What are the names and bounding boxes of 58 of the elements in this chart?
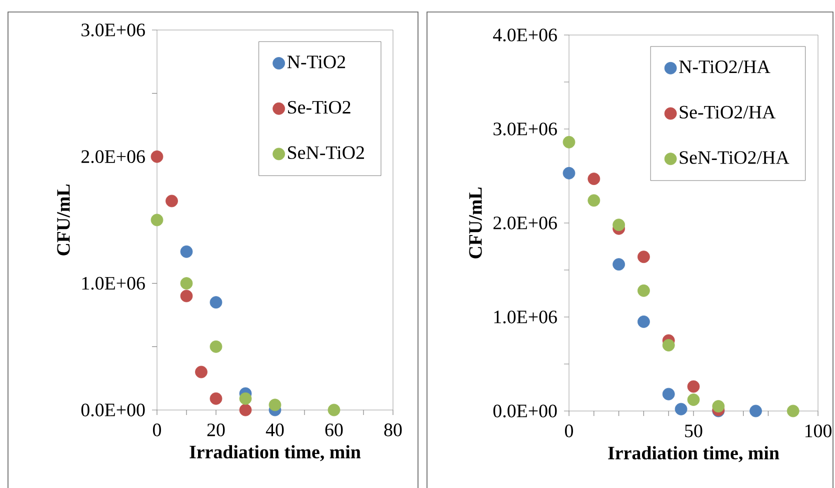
- point: [150, 214, 164, 226]
- y-tick-label: 4.0E+06: [493, 28, 557, 42]
- point: [786, 404, 800, 418]
- y-axis-title: CFU/mL: [57, 184, 70, 256]
- point: [239, 392, 252, 405]
- point: [638, 284, 650, 297]
- point: [662, 339, 675, 352]
- point: [150, 150, 164, 163]
- point: [210, 296, 222, 309]
- x-tick-label: 0: [152, 424, 162, 436]
- point: [328, 404, 340, 416]
- point: [180, 277, 193, 290]
- legend-label: Se-TiO2/HA: [680, 106, 776, 119]
- point: [638, 316, 650, 328]
- y-tick-label: 3.0E+06: [494, 122, 557, 136]
- point: [687, 380, 700, 393]
- point: [210, 392, 222, 405]
- point: [588, 194, 600, 207]
- point: [562, 136, 576, 148]
- point: [662, 388, 675, 400]
- x-tick-label: 40: [266, 424, 284, 436]
- point: [180, 245, 193, 258]
- x-axis-title: Irradiation time, min: [608, 446, 780, 462]
- x-axis-title: Irradiation time, min: [190, 445, 361, 462]
- legend-label: N-TiO2/HA: [679, 60, 770, 74]
- x-tick-label: 100: [805, 424, 832, 438]
- point: [687, 394, 700, 406]
- y-tick-label: 3.0E+06: [82, 24, 145, 36]
- point: [180, 290, 193, 302]
- point: [750, 404, 762, 418]
- y-tick-label: 1.0E+06: [494, 310, 557, 324]
- point: [210, 340, 222, 353]
- legend-label: SeN-TiO2: [288, 146, 364, 160]
- point: [612, 258, 626, 271]
- point: [166, 194, 178, 208]
- point: [562, 166, 576, 180]
- x-tick-label: 20: [207, 424, 225, 436]
- point: [195, 366, 208, 378]
- x-tick-label: 80: [384, 424, 402, 436]
- point: [239, 404, 252, 416]
- x-tick-label: 50: [685, 424, 702, 438]
- y-axis-title: CFU/mL: [469, 188, 482, 258]
- x-tick-label: 0: [564, 424, 574, 438]
- legend-label: SeN-TiO2/HA: [680, 151, 790, 164]
- y-tick-label: 2.0E+06: [493, 216, 557, 230]
- point: [674, 402, 688, 416]
- point: [588, 172, 600, 186]
- point: [712, 400, 725, 412]
- point: [612, 218, 626, 232]
- y-tick-label: 0.0E+00: [81, 404, 145, 416]
- y-tick-label: 0.0E+00: [493, 404, 557, 418]
- point: [268, 398, 282, 412]
- y-tick-label: 2.0E+06: [81, 150, 145, 164]
- legend-label: Se-TiO2: [288, 100, 350, 114]
- x-tick-label: 60: [325, 424, 343, 436]
- y-tick-label: 1.0E+06: [82, 276, 145, 290]
- point: [638, 250, 650, 264]
- legend-label: N-TiO2: [287, 56, 346, 68]
